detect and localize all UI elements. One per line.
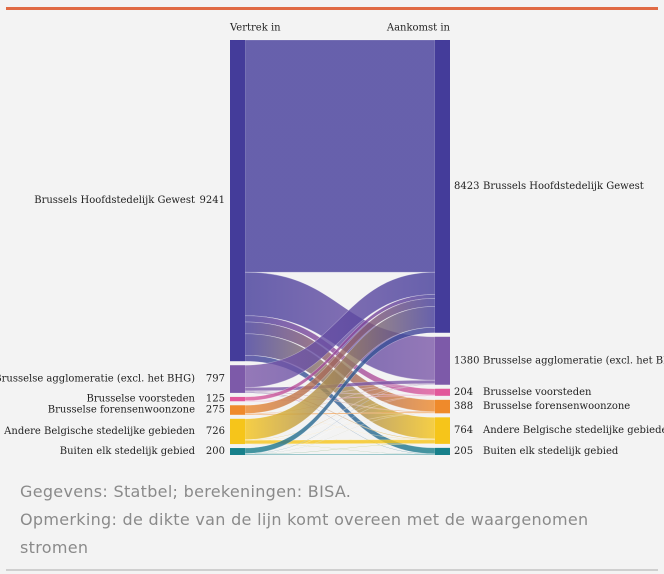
source-note: Gegevens: Statbel; berekeningen: BISA.: [20, 482, 352, 501]
target-label: Brusselse voorsteden: [483, 387, 592, 398]
target-node: [435, 417, 450, 444]
source-label: Brusselse voorsteden: [87, 394, 196, 405]
remark-note: Opmerking: de dikte van de lijn komt ove…: [20, 510, 589, 557]
flow: [244, 39, 436, 273]
target-node: [435, 40, 450, 333]
source-label: Andere Belgische stedelijke gebieden: [3, 426, 195, 437]
flow: [244, 454, 436, 456]
source-label: Buiten elk stedelijk gebied: [60, 446, 196, 457]
target-label: Brusselse forensenwoonzone: [483, 401, 630, 412]
source-value: 9241: [200, 195, 225, 206]
sankey-chart: Vertrek in Aankomst in 9241 Brussels Hoof…: [0, 23, 664, 458]
target-node: [435, 388, 450, 396]
source-node: [230, 396, 245, 402]
target-value: 1380: [454, 355, 479, 366]
target-label: Brussels Hoofdstedelijk Gewest: [483, 181, 644, 192]
target-value: 205: [454, 446, 473, 457]
source-value: 200: [206, 446, 225, 457]
source-value: 125: [206, 394, 225, 405]
target-value: 8423: [454, 181, 479, 192]
source-value: 726: [206, 426, 225, 437]
target-value: 388: [454, 401, 473, 412]
source-title: Vertrek in: [229, 23, 281, 34]
target-title: Aankomst in: [386, 23, 451, 34]
target-label: Andere Belgische stedelijke gebieden: [482, 425, 664, 436]
flow: [244, 439, 436, 445]
source-node: [230, 405, 245, 415]
target-label: Buiten elk stedelijk gebied: [483, 446, 619, 457]
flow: [244, 412, 436, 455]
target-node: [435, 447, 450, 455]
notes: Gegevens: Statbel; berekeningen: BISA. O…: [20, 478, 660, 562]
source-value: 275: [206, 405, 225, 416]
source-label: Brussels Hoofdstedelijk Gewest: [34, 195, 195, 206]
top-rule: [6, 7, 658, 10]
target-node: [435, 399, 450, 414]
target-node: [435, 336, 450, 385]
target-value: 204: [454, 387, 473, 398]
target-value: 764: [454, 425, 473, 436]
source-node: [230, 365, 245, 393]
source-node: [230, 418, 245, 445]
source-node: [230, 448, 245, 455]
target-label: Brusselse agglomeratie (excl. het BHG): [483, 355, 664, 366]
source-label: Brusselse agglomeratie (excl. het BHG): [0, 374, 195, 385]
source-node: [230, 40, 245, 362]
source-value: 797: [206, 374, 225, 385]
bottom-rule: [6, 569, 658, 571]
source-label: Brusselse forensenwoonzone: [48, 405, 195, 416]
